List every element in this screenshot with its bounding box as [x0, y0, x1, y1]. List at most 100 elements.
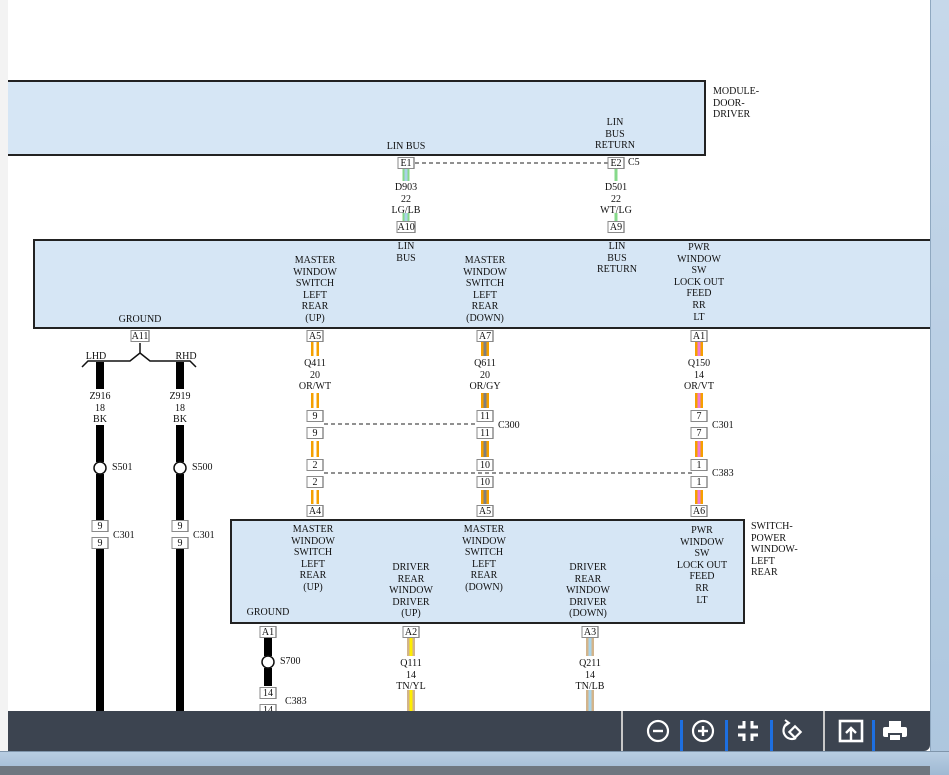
wire-segment-or-vt-tracer — [697, 490, 701, 504]
toolbar-divider — [621, 711, 623, 751]
export-button[interactable] — [836, 717, 866, 745]
cavity-c301[interactable]: 7 — [690, 427, 708, 439]
cavity-9[interactable]: 9 — [91, 520, 109, 532]
cavity-a4[interactable]: A4 — [306, 505, 324, 517]
pin-label-up: MASTER WINDOW SWITCH LEFT REAR (UP) — [291, 524, 335, 593]
print-button[interactable] — [880, 717, 910, 745]
fit-to-page-button[interactable] — [733, 717, 763, 745]
cavity-a7[interactable]: A7 — [476, 330, 494, 342]
zoom-out-button[interactable] — [643, 717, 673, 745]
print-icon — [883, 721, 907, 742]
splice-s700 — [261, 655, 275, 669]
color-code: OR/WT — [298, 381, 332, 393]
cavity-a5[interactable]: A5 — [306, 330, 324, 342]
circuit: Q611 — [474, 358, 496, 369]
wire-segment-lg-lb-tracer — [404, 213, 408, 221]
wire-layer — [81, 162, 703, 711]
cavity-c383[interactable]: 10 — [476, 459, 494, 471]
cavity-c383[interactable]: 10 — [476, 476, 494, 488]
wire-segment-bk — [96, 474, 104, 520]
gauge: 14 — [584, 669, 595, 681]
zoom-in-icon — [691, 719, 715, 743]
circuit: Z919 — [169, 391, 191, 402]
wire-segment-or-wt-tracer — [313, 441, 317, 457]
cavity-a10[interactable]: A10 — [396, 221, 416, 233]
cavity-a9[interactable]: A9 — [607, 221, 625, 233]
cavity-c383[interactable]: 2 — [306, 459, 324, 471]
gauge: 22 — [400, 193, 411, 205]
gauge: 18 — [94, 402, 105, 414]
cavity-14[interactable]: 14 — [259, 687, 277, 699]
pin-label-lin-bus-return: LIN BUS RETURN — [595, 117, 635, 152]
circuit: Q150 — [687, 358, 711, 369]
wire-segment-or-vt-tracer — [697, 342, 701, 356]
pin-label-ground: GROUND — [246, 607, 290, 618]
circuit: D501 — [604, 182, 628, 193]
connector-c301-label: C301 — [193, 530, 215, 541]
gauge: 20 — [310, 369, 320, 381]
cavity-9[interactable]: 9 — [171, 520, 189, 532]
cavity-a6[interactable]: A6 — [690, 505, 708, 517]
wire-label-q411: Q411 20 OR/WT — [299, 358, 331, 393]
pin-label-ground: GROUND — [118, 314, 162, 325]
wire-segment-or-wt-tracer — [313, 393, 317, 408]
cavity-9[interactable]: 9 — [171, 537, 189, 549]
cavity-a11[interactable]: A11 — [130, 330, 150, 342]
cavity-e1[interactable]: E1 — [397, 157, 415, 169]
cavity-c300[interactable]: 11 — [476, 427, 494, 439]
cavity-c300[interactable]: 9 — [306, 410, 324, 422]
window-frame-bottom — [0, 751, 949, 775]
rhd-label: RHD — [175, 351, 197, 362]
rotate-button[interactable] — [777, 717, 807, 745]
wire-segment-tn-yl-tracer — [409, 638, 413, 656]
cavity-c383[interactable]: 1 — [690, 476, 708, 488]
cavity-a1[interactable]: A1 — [259, 626, 277, 638]
wire-segment-tn-lb-tracer — [588, 690, 592, 711]
circuit: Z916 — [89, 391, 111, 402]
splice-s501 — [93, 461, 107, 475]
rotate-icon — [782, 719, 803, 741]
connector-c383-label: C383 — [285, 696, 307, 707]
window-frame-right — [930, 0, 949, 774]
splice-s500-label: S500 — [192, 462, 213, 473]
ground-branch-rhd — [139, 352, 197, 368]
cavity-c383[interactable]: 1 — [690, 459, 708, 471]
cavity-a2[interactable]: A2 — [402, 626, 420, 638]
wire-segment-or-vt-tracer — [697, 441, 701, 457]
cavity-c300[interactable]: 9 — [306, 427, 324, 439]
cavity-a5[interactable]: A5 — [476, 505, 494, 517]
wiring-diagram-canvas[interactable]: MODULE- DOOR- DRIVER LIN BUS LIN BUS RET… — [8, 0, 930, 711]
pin-label-lin-bus-return: LIN BUS RETURN — [597, 241, 637, 276]
pin-label-up: MASTER WINDOW SWITCH LEFT REAR (UP) — [293, 255, 337, 324]
zoom-in-button[interactable] — [688, 717, 718, 745]
wire-segment-bk — [96, 362, 104, 389]
pin-label-lin-bus: LIN BUS — [396, 241, 416, 264]
module-switch-power-window-left-rear — [230, 519, 745, 624]
wire-segment-or-gy-tracer — [483, 441, 487, 457]
ground-branch-lhd — [81, 343, 141, 368]
wire-segment-bk — [176, 362, 184, 389]
wire-segment-or-wt-tracer — [313, 490, 317, 504]
cavity-c301[interactable]: 7 — [690, 410, 708, 422]
wire-segment-wt-lg-tracer — [614, 169, 618, 181]
wire-label-q211: Q211 14 TN/LB — [576, 658, 605, 693]
export-icon — [838, 719, 864, 743]
gauge: 20 — [480, 369, 490, 381]
wire-segment-bk — [264, 638, 272, 656]
wire-label-d501: D501 22 WT/LG — [600, 182, 632, 217]
cavity-c300[interactable]: 11 — [476, 410, 494, 422]
pin-label-down: MASTER WINDOW SWITCH LEFT REAR (DOWN) — [462, 524, 506, 593]
module-switch-left-rear-name: SWITCH- POWER WINDOW- LEFT REAR — [751, 521, 798, 579]
cavity-c383[interactable]: 2 — [306, 476, 324, 488]
cavity-a3[interactable]: A3 — [581, 626, 599, 638]
cavity-e2[interactable]: E2 — [607, 157, 625, 169]
cavity-a1[interactable]: A1 — [690, 330, 708, 342]
cavity-14[interactable]: 14 — [259, 704, 277, 711]
cavity-9[interactable]: 9 — [91, 537, 109, 549]
toolbar-divider — [872, 720, 875, 751]
splice-s500 — [173, 461, 187, 475]
wire-segment-or-wt-tracer — [313, 342, 317, 356]
wire-segment-tn-yl-tracer — [409, 690, 413, 711]
compress-icon — [738, 721, 758, 741]
toolbar-divider — [770, 720, 773, 751]
